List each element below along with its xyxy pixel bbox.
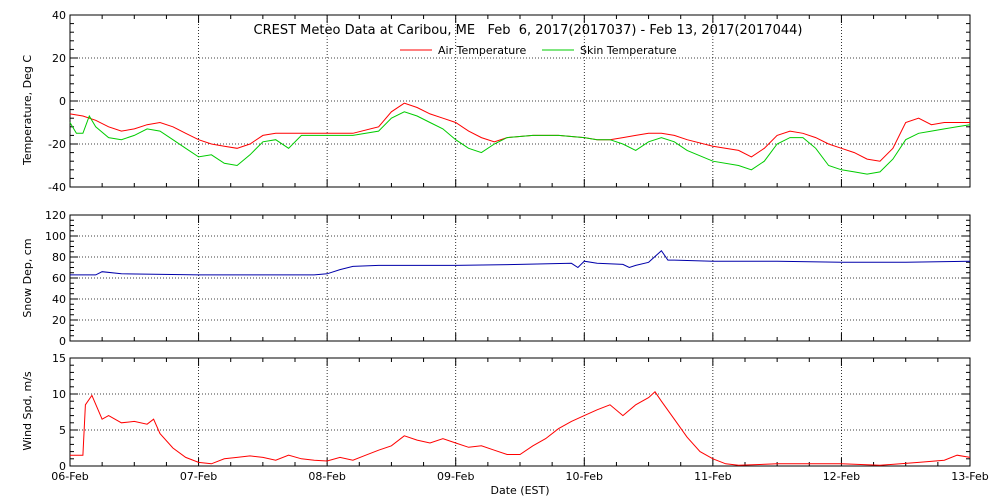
y-tick-label: 40 xyxy=(52,293,66,306)
plot-frame xyxy=(69,357,971,467)
chart-title: CREST Meteo Data at Caribou, ME Feb 6, 2… xyxy=(254,23,803,38)
y-tick-label: 0 xyxy=(59,335,66,348)
x-tick-label: 07-Feb xyxy=(180,470,217,483)
series-line-1-1 xyxy=(69,102,970,162)
y-tick-label: 20 xyxy=(52,314,66,327)
y-tick-label: 80 xyxy=(52,251,66,264)
y-tick-label: 40 xyxy=(52,9,66,22)
panel-2: 120 100 80 60 40 20 0 xyxy=(45,209,971,348)
x-axis-label: Date (EST) xyxy=(490,484,549,497)
x-tick-label: 09-Feb xyxy=(437,470,474,483)
y-tick-label: 10 xyxy=(52,388,66,401)
y-tick-label: 15 xyxy=(52,352,66,365)
legend-air-label: Air Temperature xyxy=(438,44,527,57)
y-tick-label: -20 xyxy=(48,138,66,151)
y-tick-label: 5 xyxy=(59,424,66,437)
y-tick-label: 0 xyxy=(59,95,66,108)
y-tick-label: 100 xyxy=(45,230,66,243)
y-tick-label: 0 xyxy=(59,460,66,473)
panel-1: 40 20 0 -20 -40 xyxy=(48,9,971,194)
series-line-2-1 xyxy=(70,249,971,276)
y-label-snow: Snow Dep, cm xyxy=(21,238,34,317)
legend: Air Temperature Skin Temperature xyxy=(400,44,677,57)
y-label-temperature: Temperature, Deg C xyxy=(21,55,34,166)
legend-skin-label: Skin Temperature xyxy=(580,44,677,57)
x-tick-label: 11-Feb xyxy=(694,470,731,483)
y-tick-label: 20 xyxy=(52,52,66,65)
panel-3: 15 10 5 0 xyxy=(52,352,971,473)
x-tick-label: 06-Feb xyxy=(51,470,88,483)
x-tick-label: 13-Feb xyxy=(951,470,988,483)
series-line-3-1 xyxy=(70,391,971,466)
series-line-1-2 xyxy=(69,111,971,175)
y-tick-label: 60 xyxy=(52,272,66,285)
y-tick-label: -40 xyxy=(48,181,66,194)
y-tick-label: 120 xyxy=(45,209,66,222)
x-tick-label: 12-Feb xyxy=(823,470,860,483)
y-label-wind: Wind Spd, m/s xyxy=(21,371,34,451)
x-tick-label: 10-Feb xyxy=(566,470,603,483)
x-tick-label: 08-Feb xyxy=(308,470,345,483)
